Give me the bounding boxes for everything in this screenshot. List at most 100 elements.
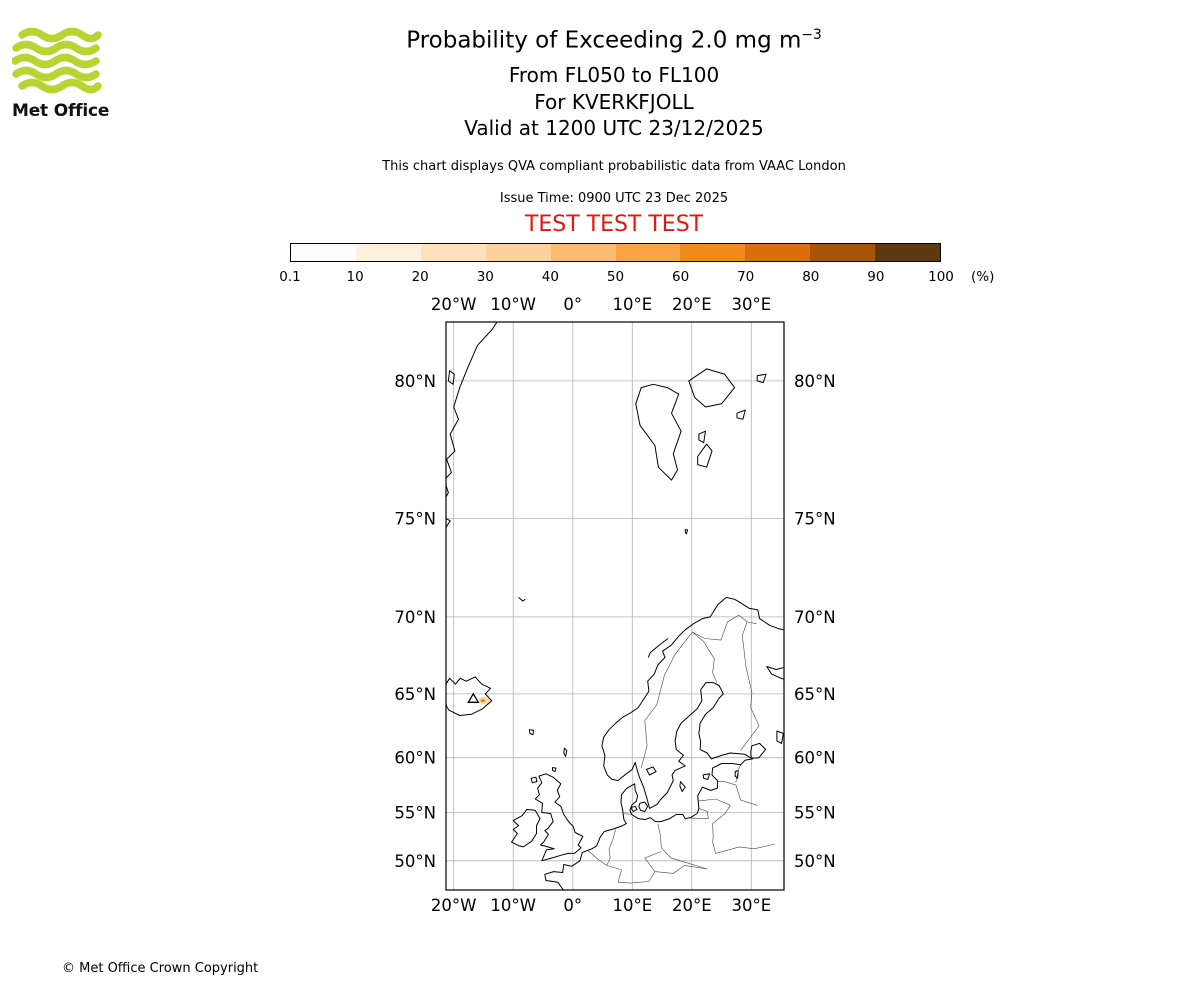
colorbar-segment [420, 244, 486, 261]
colorbar-segment [355, 244, 421, 261]
border-estonia-latvia [717, 781, 736, 786]
coastline-ireland [511, 808, 541, 848]
border-estonia-russia [735, 764, 741, 783]
coastline-europe-mainland [544, 596, 784, 890]
border-norway-sweden [640, 631, 693, 769]
lat-axis-label-left: 80°N [394, 372, 436, 391]
colorbar-tick-label: 90 [867, 269, 885, 285]
colorbar-tick-label: 40 [541, 269, 559, 285]
copyright-text: © Met Office Crown Copyright [62, 961, 259, 976]
coastline-gotland [679, 781, 686, 792]
coastline-great-britain [534, 773, 584, 862]
border-czech-austria [644, 857, 708, 874]
lat-axis-label-right: 50°N [794, 852, 836, 871]
lon-axis-label-top: 20°E [672, 295, 712, 314]
coastline-lake-onega [776, 730, 784, 744]
colorbar-tick-label: 100 [928, 269, 954, 285]
lon-axis-label-top: 20°W [431, 295, 477, 314]
subtitle-valid-time: Valid at 1200 UTC 23/12/2025 [464, 116, 764, 140]
coastline-greenland-island [447, 370, 455, 385]
colorbar-unit-label: (%) [971, 269, 995, 285]
colorbar-tick-label: 80 [802, 269, 820, 285]
coastline-lake-vanern [646, 766, 657, 776]
lon-axis-label-bottom: 0° [563, 896, 582, 915]
map-gridlines [446, 322, 784, 890]
border-netherlands-germany [606, 829, 616, 866]
colorbar-tick-label: 20 [411, 269, 429, 285]
lon-axis-label-top: 0° [563, 295, 582, 314]
chart-title-text: Probability of Exceeding 2.0 mg m [406, 27, 802, 54]
lon-axis-label-bottom: 20°E [672, 896, 712, 915]
colorbar-segment [745, 244, 811, 261]
test-banner: TEST TEST TEST [524, 212, 704, 237]
coastline-greenland [446, 322, 498, 499]
coastline-lake-peipus [734, 769, 739, 779]
coastline-bear-island [684, 529, 689, 535]
coastline-jan-mayen [518, 597, 526, 602]
colorbar-segment [680, 244, 746, 261]
lat-axis-label-left: 50°N [394, 852, 436, 871]
colorbar-tick-label: 50 [606, 269, 625, 285]
colorbar-ticks: 0.1 10 20 30 40 50 60 70 80 90 100 [279, 269, 954, 287]
lon-axis-label-bottom: 10°W [490, 896, 536, 915]
lat-axis-label-left: 65°N [394, 685, 436, 704]
map-frame [445, 321, 785, 891]
border-france-belgium-germany [588, 850, 622, 883]
colorbar-segment [485, 244, 551, 261]
lon-axis-label-top: 10°W [490, 295, 536, 314]
lat-axis-label-left: 55°N [394, 804, 436, 823]
lat-axis-label-right: 55°N [794, 804, 836, 823]
lon-axis-label-top: 10°E [612, 295, 652, 314]
lon-axis-label-bottom: 10°E [612, 896, 652, 915]
lat-axis-label-left: 70°N [394, 608, 436, 627]
coastline-kandalaksha-gulf [766, 666, 784, 680]
lat-axis-label-right: 70°N [794, 608, 836, 627]
border-germany-poland [657, 823, 662, 848]
probability-area [482, 699, 484, 702]
border-germany-czech [644, 851, 661, 859]
coastline-hebrides [530, 776, 538, 784]
lat-axis-label-right: 65°N [794, 685, 836, 704]
coastline-shetland [563, 747, 568, 757]
coastline-barentsoya [698, 430, 706, 444]
subtitle-flight-levels: From FL050 to FL100 [508, 63, 720, 87]
coastline-zealand [638, 801, 649, 812]
border-finland-russia [740, 621, 760, 751]
met-office-logo: Met Office [11, 26, 124, 121]
colorbar-segment [550, 244, 616, 261]
colorbar-segment [875, 244, 941, 261]
coastline-greenland-south [446, 517, 451, 529]
coastline-kvitoya [756, 373, 767, 384]
lat-axis-label-right: 60°N [794, 749, 836, 768]
colorbar-segment [615, 244, 681, 261]
lon-axis-label-top: 30°E [731, 295, 771, 314]
border-latvia-belarus-russia [735, 784, 758, 806]
colorbar-tick-label: 10 [346, 269, 364, 285]
coastline-edgeoya [697, 443, 713, 468]
colorbar-tick-label: 70 [737, 269, 755, 285]
colorbar-tick-label: 0.1 [279, 269, 301, 285]
coastline-nordaustlandet [688, 368, 736, 408]
chart-title-superscript: −3 [801, 27, 822, 43]
border-poland-czech-slovakia [661, 847, 708, 870]
colorbar [290, 243, 941, 262]
lon-axis-label-bottom: 30°E [731, 896, 771, 915]
coastline-saaremaa [702, 773, 711, 780]
coastline-funen [631, 805, 638, 812]
lon-axis-label-bottom: 20°W [431, 896, 477, 915]
subtitle-volcano: For KVERKFJOLL [534, 90, 694, 114]
coastline-kong-karls-land [736, 409, 746, 420]
border-lithuania-poland-belarus [712, 805, 731, 854]
lat-axis-label-right: 75°N [794, 510, 836, 529]
volcano-marker [467, 692, 480, 703]
issue-time: Issue Time: 0900 UTC 23 Dec 2025 [499, 191, 729, 206]
lat-axis-label-left: 75°N [394, 510, 436, 529]
colorbar-tick-label: 60 [672, 269, 690, 285]
coastline-faroe-islands [528, 729, 534, 736]
border-belarus-ukraine [715, 843, 776, 854]
qva-compliance-note: This chart displays QVA compliant probab… [382, 159, 846, 174]
map-svg: 20°W 20°W 10°W 10°W 0° 0° 10°E 10°E 20°E 20°E 30°E… [394, 295, 836, 915]
lat-axis-label-right: 80°N [794, 372, 836, 391]
met-office-logo-text: Met Office [12, 101, 110, 121]
border-kaliningrad [690, 808, 709, 819]
